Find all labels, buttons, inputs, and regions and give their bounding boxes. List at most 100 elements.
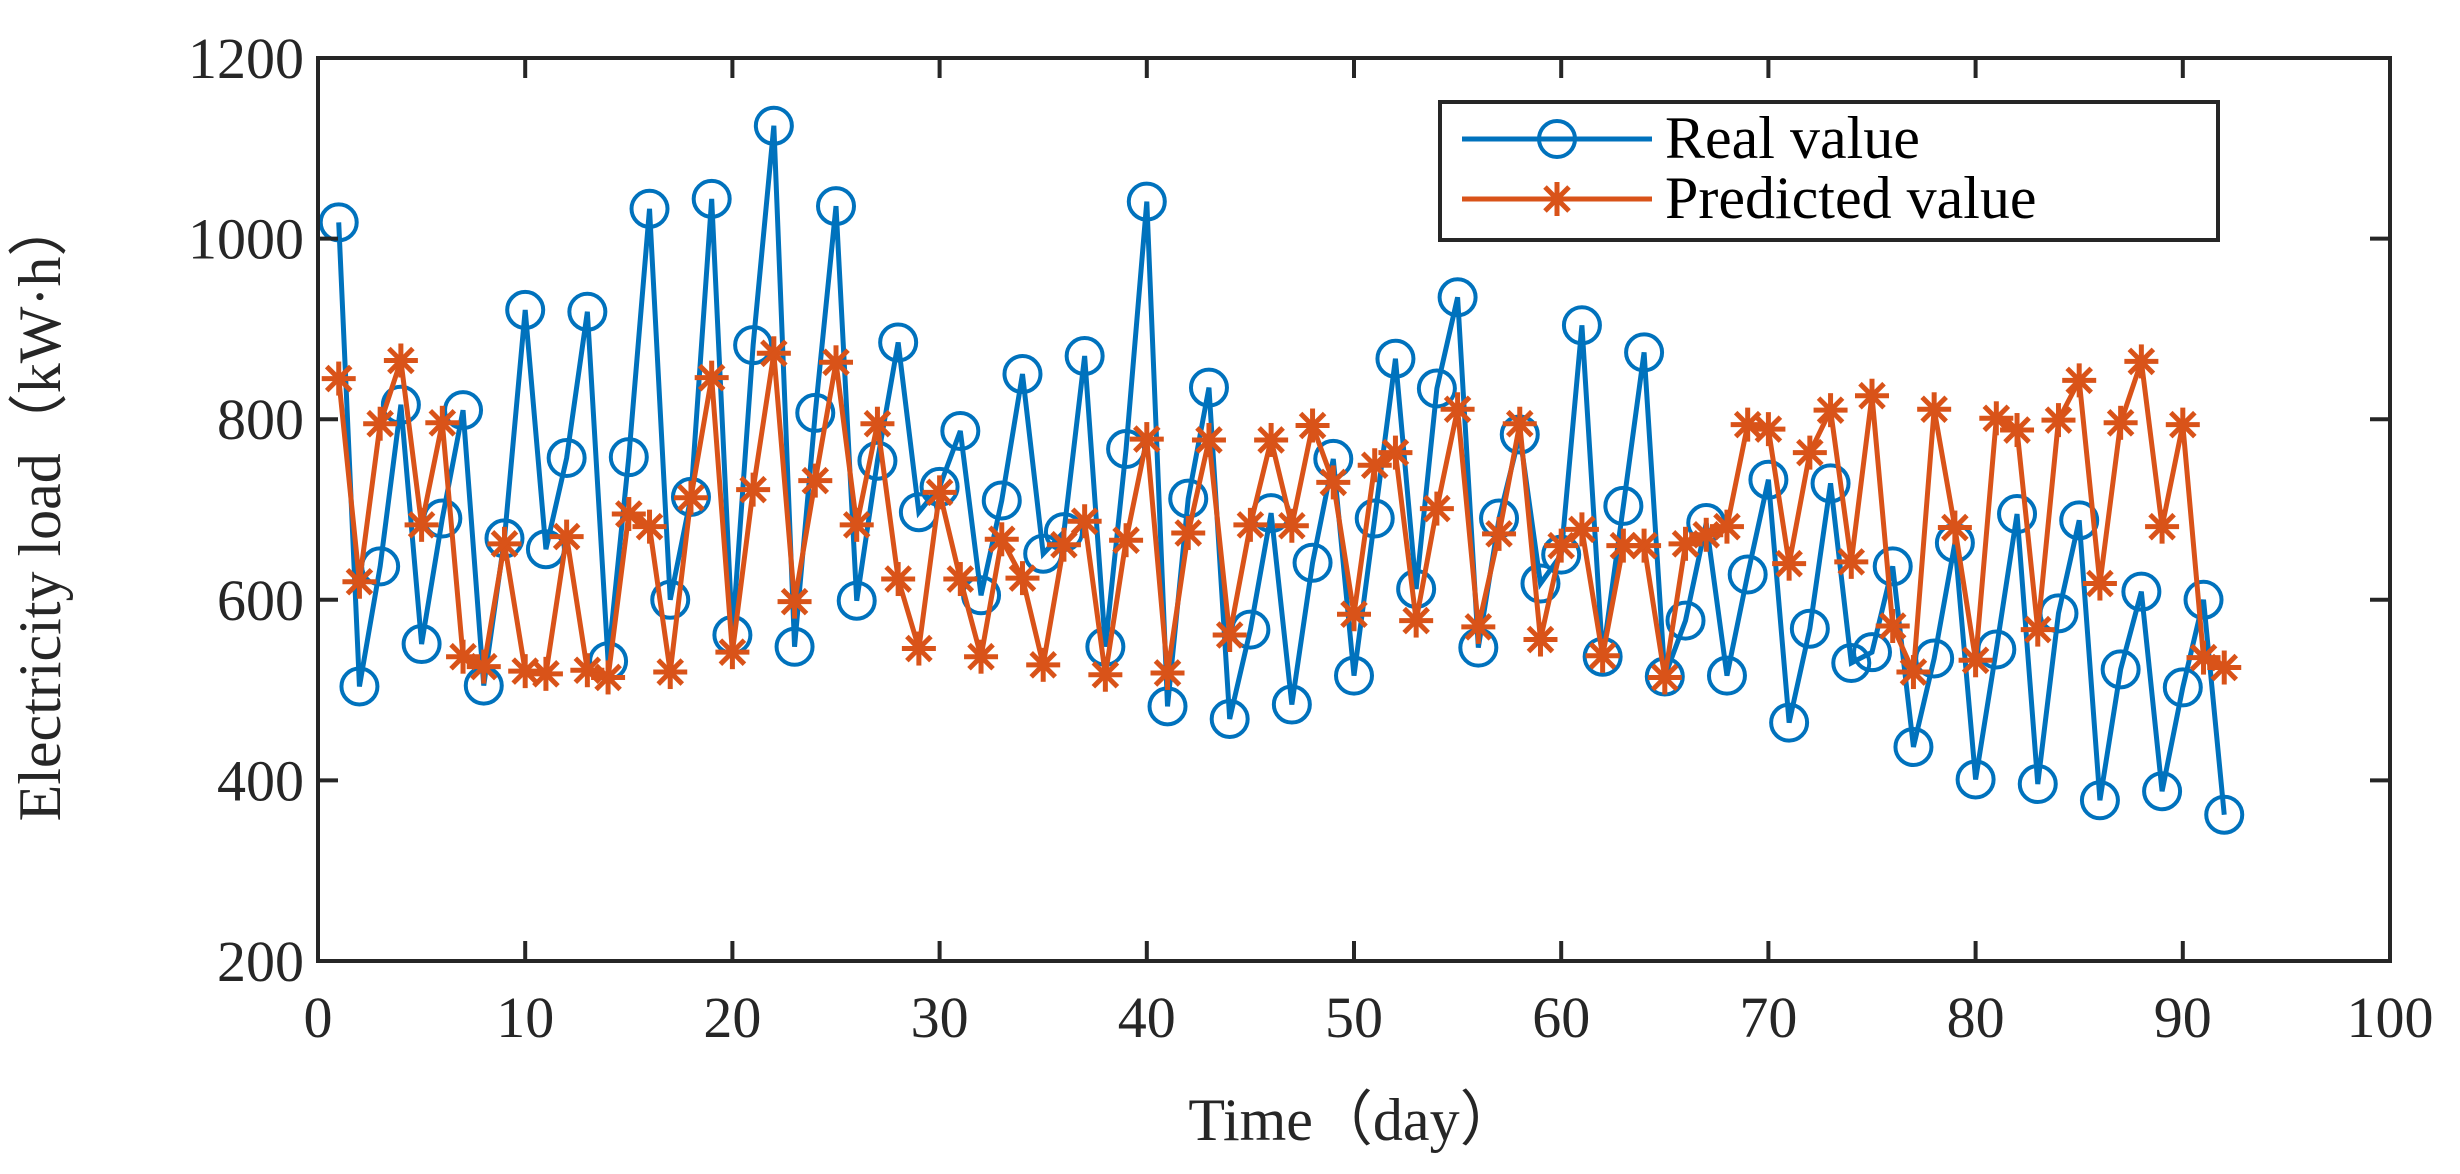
data-point <box>1233 507 1268 542</box>
data-point <box>1893 726 1934 767</box>
data-point <box>984 522 1019 557</box>
data-point <box>567 291 608 332</box>
legend-label-real: Real value <box>1665 105 1920 171</box>
data-point <box>401 624 442 665</box>
data-point <box>466 649 501 684</box>
data-point <box>2041 403 2076 438</box>
data-point <box>2204 794 2245 835</box>
data-point <box>1067 504 1102 539</box>
data-point <box>1502 406 1537 441</box>
data-point <box>1064 335 1105 376</box>
data-point <box>1855 378 1889 413</box>
x-tick-label: 70 <box>1739 985 1797 1050</box>
data-point <box>443 390 484 431</box>
data-point <box>1561 305 1602 346</box>
data-point <box>940 410 981 451</box>
data-point <box>1937 510 1972 545</box>
data-point <box>1544 528 1579 563</box>
data-point <box>2183 579 2224 620</box>
y-tick-label: 800 <box>217 387 304 452</box>
data-point <box>1271 684 1312 725</box>
data-point <box>1958 643 1993 678</box>
data-point <box>753 105 794 146</box>
x-tick-label: 60 <box>1532 985 1590 1050</box>
data-point <box>487 526 522 561</box>
data-point <box>1769 702 1810 743</box>
data-point <box>342 564 377 599</box>
data-point <box>1316 465 1351 500</box>
data-point <box>1150 655 1185 690</box>
data-point <box>857 440 898 481</box>
data-point <box>878 322 919 363</box>
data-point <box>777 584 812 619</box>
data-point <box>1647 660 1682 695</box>
data-point <box>2121 571 2162 612</box>
data-point <box>1727 554 1768 595</box>
data-point <box>2079 780 2120 821</box>
data-point <box>505 289 546 330</box>
legend-marker-real <box>1537 119 1577 159</box>
data-point <box>1378 435 1413 470</box>
data-point <box>1005 561 1040 596</box>
data-point <box>2145 509 2180 544</box>
data-point <box>733 325 774 366</box>
data-point <box>774 626 815 667</box>
data-point <box>1002 354 1043 395</box>
x-tick-label: 80 <box>1947 985 2005 1050</box>
data-point <box>1520 563 1561 604</box>
data-point <box>363 406 398 441</box>
data-point <box>1354 498 1395 539</box>
data-point <box>1126 181 1167 222</box>
series-line <box>336 352 2226 681</box>
data-point <box>1955 759 1996 800</box>
data-point <box>1751 412 1786 447</box>
y-axis-label: Electricity load（kW·h） <box>7 197 73 822</box>
data-point <box>816 186 856 227</box>
data-point <box>2020 612 2055 647</box>
data-point <box>318 202 359 243</box>
data-point <box>1792 435 1827 470</box>
data-point <box>1209 698 1250 739</box>
legend-label-predicted: Predicted value <box>1665 165 2037 231</box>
data-point <box>2082 566 2117 601</box>
data-point <box>1709 509 1744 544</box>
data-point <box>1171 515 1206 550</box>
data-point <box>2103 405 2138 440</box>
data-point <box>1834 544 1869 579</box>
data-point <box>2207 650 2242 685</box>
data-point <box>715 635 750 670</box>
data-point <box>1896 655 1931 690</box>
data-point <box>1917 392 1952 427</box>
data-point <box>1437 277 1478 318</box>
data-point <box>1603 485 1644 526</box>
data-point <box>981 480 1022 521</box>
data-point <box>591 660 626 695</box>
x-tick-label: 40 <box>1118 985 1176 1050</box>
data-point <box>1523 622 1558 657</box>
data-point <box>901 631 936 666</box>
y-tick-label: 200 <box>217 929 304 994</box>
data-point <box>629 188 670 229</box>
data-point <box>1831 643 1872 684</box>
data-point <box>2059 500 2100 541</box>
data-point <box>798 463 833 498</box>
data-point <box>1872 546 1913 587</box>
series-predicted-value <box>321 336 2242 695</box>
data-point <box>1399 603 1434 638</box>
data-point <box>736 472 771 507</box>
legend-marker-predicted <box>1540 182 1574 216</box>
data-point <box>819 345 853 380</box>
data-point <box>2124 344 2159 379</box>
axes-layer: 0 10 20 30 40 50 60 70 80 90 100 200 400 600 800 1000 12… <box>188 26 2434 1050</box>
data-point <box>756 336 791 371</box>
data-point <box>1375 338 1416 379</box>
data-point <box>1852 632 1892 673</box>
data-point <box>1730 407 1765 442</box>
data-point <box>1585 638 1620 673</box>
data-point <box>795 392 836 433</box>
data-point <box>2142 771 2183 812</box>
data-point <box>836 580 877 621</box>
data-point <box>964 639 999 674</box>
y-tick-label: 600 <box>217 568 304 633</box>
data-point <box>1337 597 1371 632</box>
